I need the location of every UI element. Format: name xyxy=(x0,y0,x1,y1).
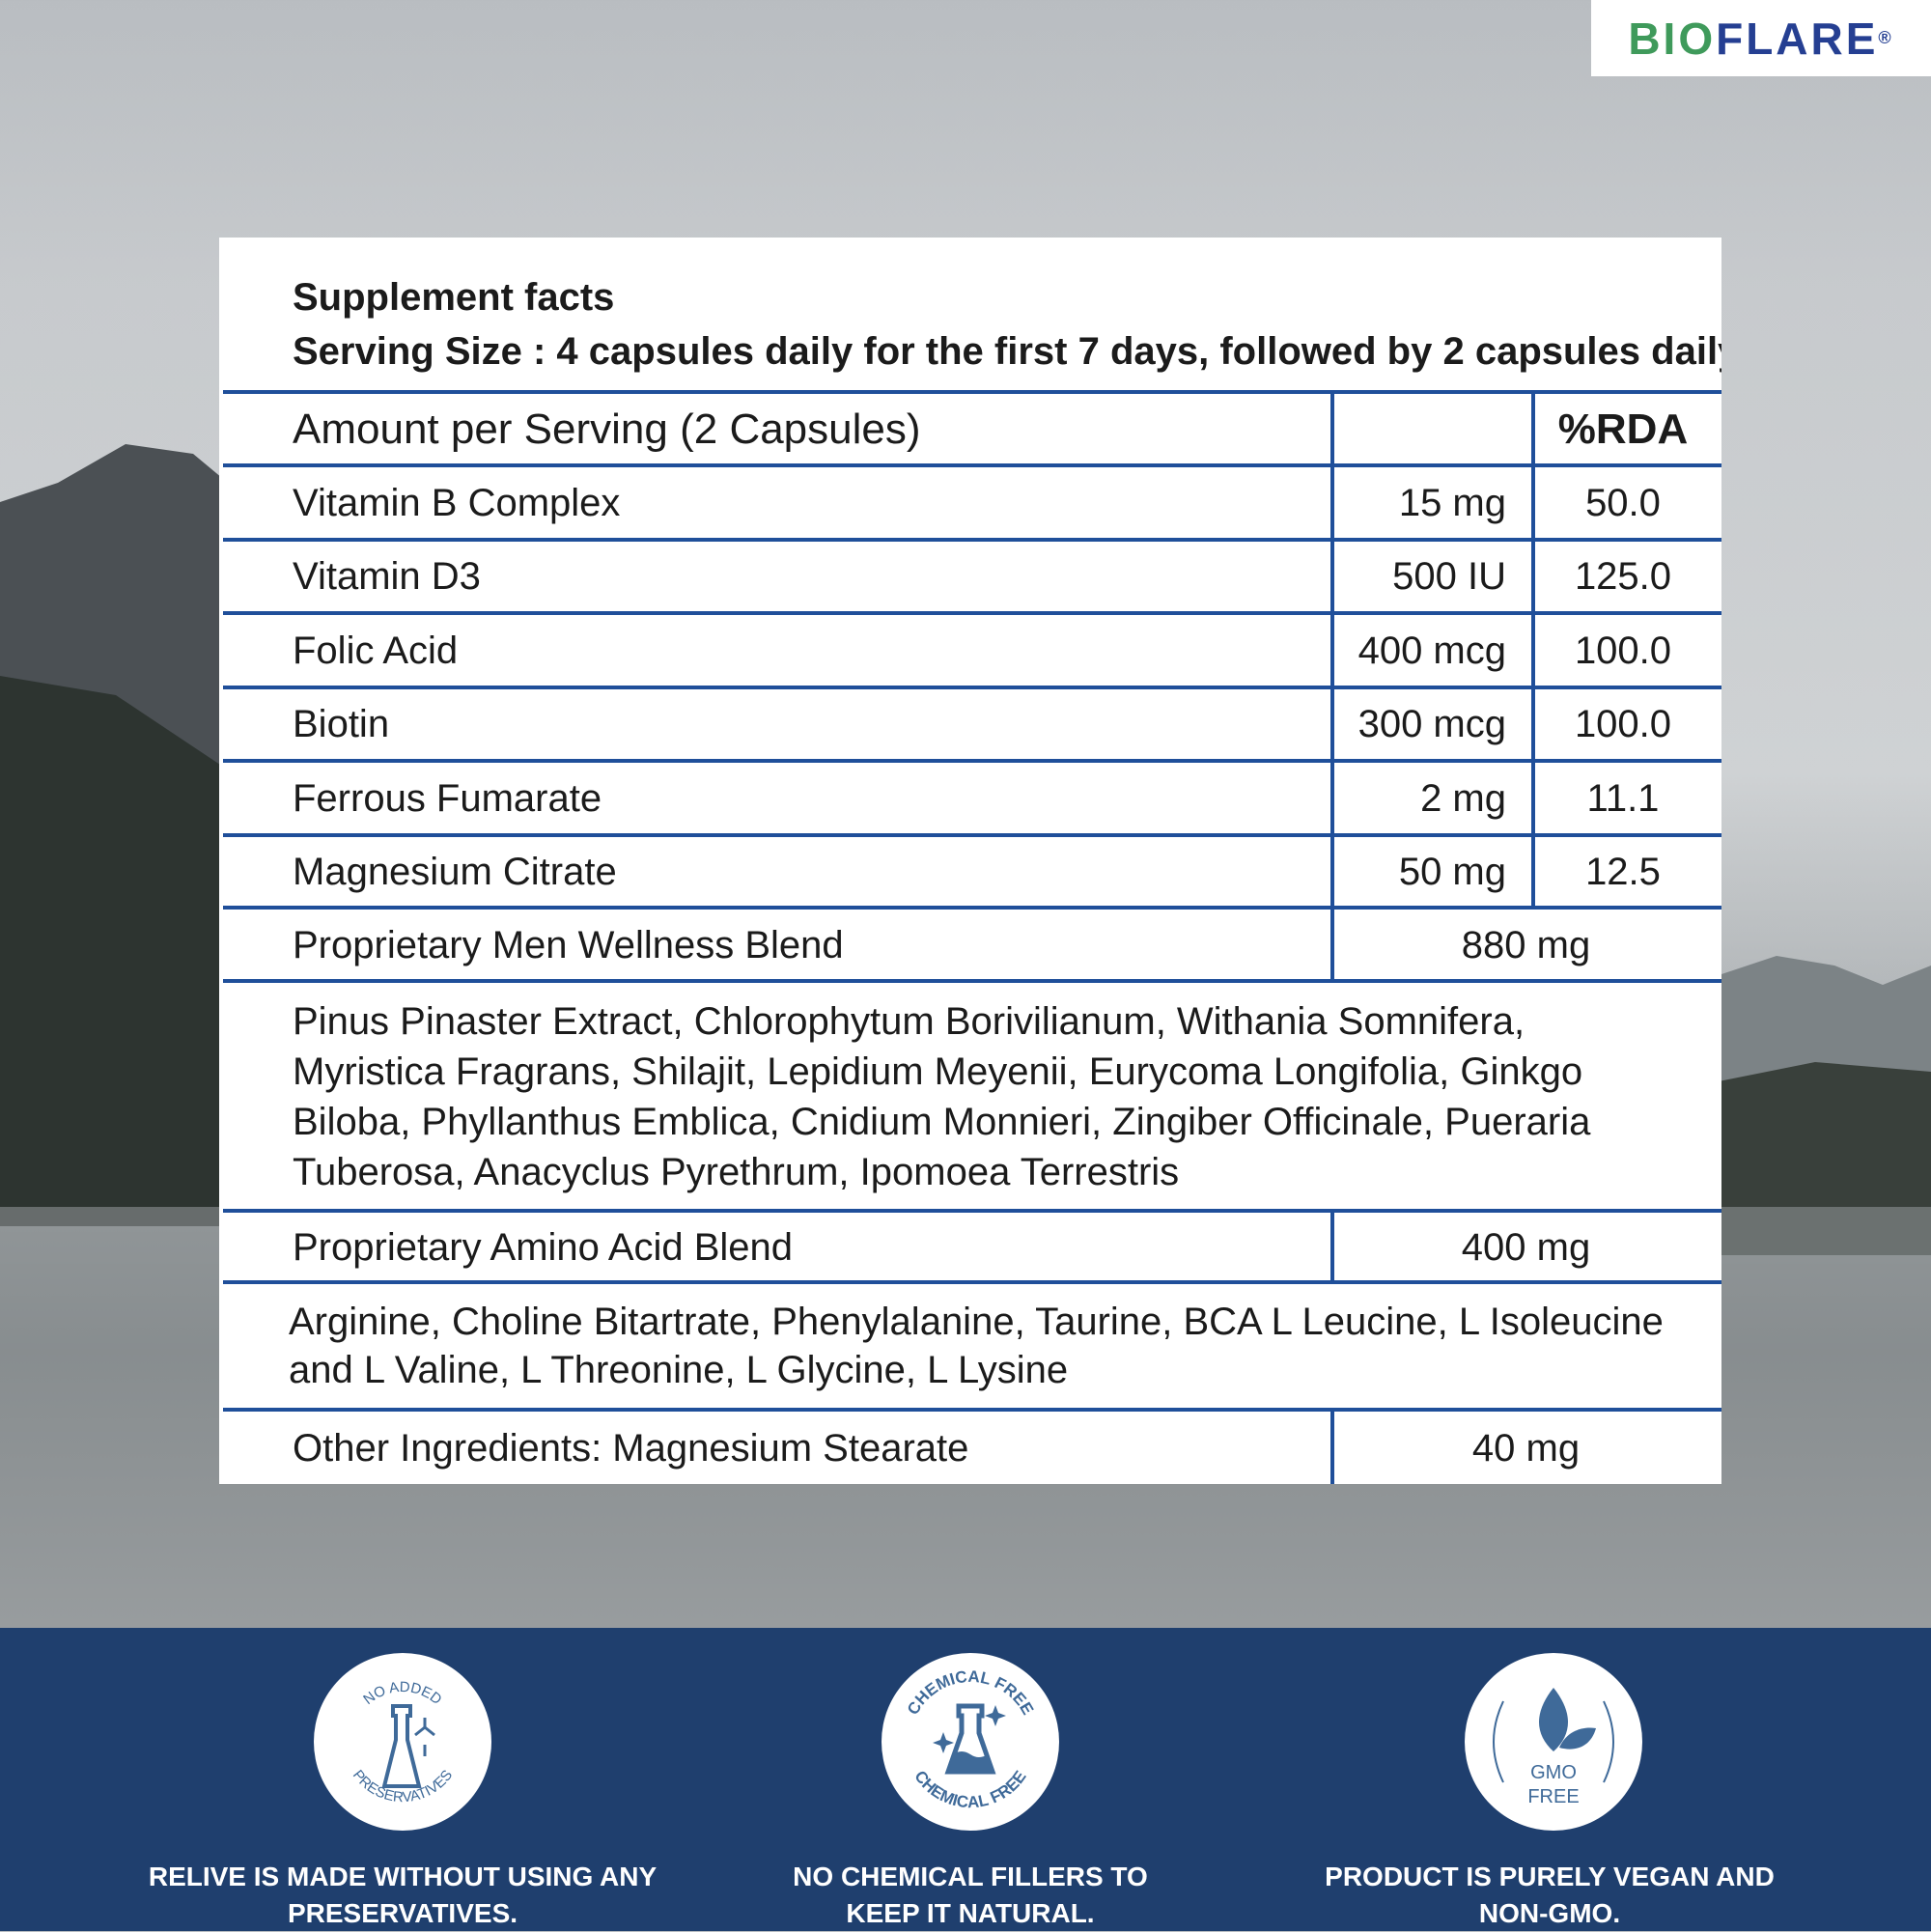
nutrient-amount: 15 mg xyxy=(1398,481,1506,524)
chemical-flask-icon: CHEMICAL FREE CHEMICAL FREE xyxy=(904,1667,1037,1811)
leaf-icon: GMO FREE xyxy=(1493,1688,1614,1807)
nutrient-row: Ferrous Fumarate 2 mg 11.1 xyxy=(223,759,1721,834)
nutrient-rda: 11.1 xyxy=(1586,776,1660,820)
caption-chemical: NO CHEMICAL FILLERS TO KEEP IT NATURAL. xyxy=(793,1862,1148,1928)
other-ingredients-row: Other Ingredients: Magnesium Stearate 40 … xyxy=(223,1408,1721,1484)
nutrient-amount: 300 mcg xyxy=(1357,703,1506,745)
nutrient-amount: 500 IU xyxy=(1392,555,1506,598)
blend2-ingredients-row: Arginine, Choline Bitartrate, Phenylalan… xyxy=(223,1280,1721,1410)
no-preservatives-badge: NO ADDED PRESERVATIVES xyxy=(314,1653,491,1831)
caption-gmo: PRODUCT IS PURELY VEGAN AND NON-GMO. xyxy=(1325,1862,1775,1928)
nutrient-rda: 50.0 xyxy=(1585,481,1661,524)
gmo-free-badge: GMO FREE xyxy=(1465,1653,1642,1831)
facts-title: Supplement facts xyxy=(293,276,615,319)
brand-logo: BIO FLARE ® xyxy=(1591,0,1931,76)
blend1-ingredients-row: Pinus Pinaster Extract, Chlorophytum Bor… xyxy=(223,979,1721,1211)
blend2-row: Proprietary Amino Acid Blend 400 mg xyxy=(223,1209,1721,1282)
nutrient-name: Vitamin B Complex xyxy=(293,481,621,524)
svg-text:CHEMICAL FREE: CHEMICAL FREE xyxy=(904,1667,1037,1719)
nutrient-rda: 100.0 xyxy=(1574,629,1672,672)
nutrient-name: Folic Acid xyxy=(293,629,459,672)
svg-text:NO ADDED: NO ADDED xyxy=(360,1679,444,1708)
nutrient-row: Vitamin B Complex 15 mg 50.0 xyxy=(223,463,1721,539)
nutrient-amount: 50 mg xyxy=(1398,851,1506,893)
nutrient-amount: 2 mg xyxy=(1420,776,1506,820)
nutrient-name: Ferrous Fumarate xyxy=(293,776,602,820)
blend1-row: Proprietary Men Wellness Blend 880 mg xyxy=(223,906,1721,981)
supplement-facts-panel: Supplement facts Serving Size : 4 capsule… xyxy=(219,238,1721,1484)
nutrient-row: Folic Acid 400 mcg 100.0 xyxy=(223,611,1721,686)
nutrient-amount: 400 mcg xyxy=(1357,629,1506,672)
serving-size: Serving Size : 4 capsules daily for the … xyxy=(293,330,1721,373)
nutrient-row: Magnesium Citrate 50 mg 12.5 xyxy=(223,832,1721,909)
header-row: Amount per Serving (2 Capsules) %RDA xyxy=(223,390,1721,465)
caption-preservatives: RELIVE IS MADE WITHOUT USING ANY PRESERV… xyxy=(148,1862,658,1928)
nutrient-name: Biotin xyxy=(293,703,390,745)
svg-text:GMO: GMO xyxy=(1530,1762,1577,1783)
flask-molecule-icon: NO ADDED PRESERVATIVES xyxy=(350,1679,456,1806)
chemical-free-badge: CHEMICAL FREE CHEMICAL FREE xyxy=(882,1653,1059,1831)
nutrient-rda: 100.0 xyxy=(1574,703,1672,745)
svg-text:FREE: FREE xyxy=(1527,1786,1579,1807)
nutrient-name: Magnesium Citrate xyxy=(293,851,617,893)
nutrient-name: Vitamin D3 xyxy=(293,555,481,598)
nutrient-rda: 12.5 xyxy=(1585,851,1661,893)
nutrient-row: Biotin 300 mcg 100.0 xyxy=(223,685,1721,761)
nutrient-rda: 125.0 xyxy=(1574,555,1672,598)
nutrient-row: Vitamin D3 500 IU 125.0 xyxy=(223,537,1721,613)
